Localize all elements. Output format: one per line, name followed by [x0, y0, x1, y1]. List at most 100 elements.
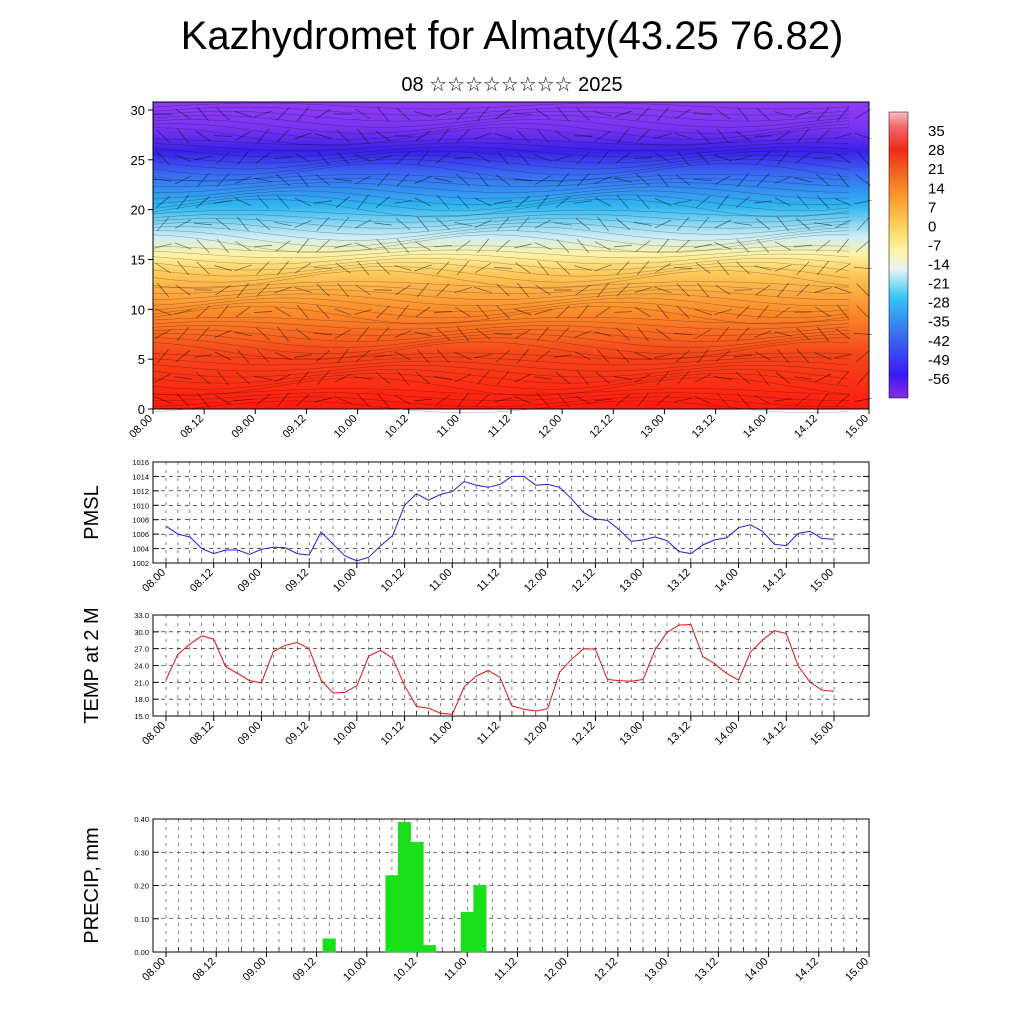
wind-barb [335, 262, 351, 274]
wind-barb [734, 222, 752, 226]
wind-barb [695, 329, 711, 339]
precip-x-tick-label: 10.12 [391, 956, 419, 984]
wind-barb [237, 282, 249, 298]
wind-barb [736, 261, 750, 275]
wind-barb [454, 221, 472, 227]
wind-barb [816, 260, 830, 276]
wind-barb [496, 217, 510, 231]
precip-x-tick-label: 11.12 [492, 956, 519, 983]
wind-barb [375, 130, 391, 142]
wind-barb [417, 282, 429, 298]
wind-barb [756, 238, 770, 254]
wind-barb [536, 326, 550, 342]
wind-barb [434, 177, 452, 183]
contour-line [152, 392, 850, 401]
wind-barb [354, 376, 372, 380]
wind-barb [856, 217, 870, 231]
wind-barb [496, 305, 510, 319]
temp-x-tick-label: 08.12 [188, 720, 216, 748]
precip-frame [152, 818, 870, 953]
wind-barb [177, 128, 189, 144]
wind-barb [274, 286, 292, 294]
wind-barb [675, 109, 691, 119]
wind-barb [234, 110, 252, 118]
wind-barb [816, 107, 830, 121]
wind-barb [417, 216, 429, 232]
wind-barb [356, 326, 370, 342]
wind-barb [335, 196, 351, 208]
wind-barb [655, 263, 671, 273]
wind-barb [475, 153, 491, 163]
contour-line [152, 285, 850, 294]
pmsl-ylabel: PMSL [81, 485, 103, 539]
wind-barb [815, 306, 831, 318]
wind-barb [334, 396, 352, 404]
temp-x-tick-label: 14.12 [760, 720, 788, 748]
temp-x-tick-label: 11.00 [427, 720, 454, 747]
wind-barb [513, 178, 533, 182]
wind-barb [696, 216, 710, 232]
wind-barb [694, 373, 712, 383]
wind-barb [475, 328, 491, 340]
wind-barb [217, 304, 229, 320]
contour-line [152, 270, 850, 289]
wind-barb [514, 396, 532, 404]
wind-barb [656, 371, 670, 385]
precip-x-tick-label: 10.00 [341, 956, 369, 984]
colorbar [888, 111, 909, 399]
wind-barb [577, 304, 589, 320]
wind-barb [535, 284, 551, 296]
wind-barb [754, 395, 772, 405]
pmsl-y-tick-label: 1002 [132, 559, 149, 568]
wind-barb [413, 398, 433, 402]
wind-barb [316, 217, 330, 231]
wind-barb [636, 107, 650, 121]
wind-barb [394, 351, 412, 361]
contour-line [152, 329, 850, 342]
wind-barb [296, 304, 310, 320]
temp-x-tick-label: 13.12 [665, 720, 693, 748]
wind-barb [395, 218, 411, 230]
wind-barb [634, 222, 652, 226]
wind-barb [394, 200, 412, 204]
wind-barb [556, 327, 570, 341]
wind-barb [196, 239, 210, 253]
wind-barb [735, 130, 751, 142]
wind-barb [415, 241, 431, 251]
wind-barb [175, 284, 191, 296]
wind-barb [256, 349, 270, 363]
contour-line [152, 373, 850, 390]
contour-line [152, 316, 850, 324]
wind-barb [574, 351, 592, 361]
wind-barb [813, 157, 833, 159]
contour-line [152, 115, 850, 128]
wind-barb [597, 150, 609, 166]
wind-barb [816, 195, 830, 209]
chart-title: Kazhydromet for Almaty(43.25 76.82) [180, 14, 844, 58]
contour-line [152, 377, 850, 396]
wind-barb [216, 173, 230, 187]
colorbar-label: -56 [928, 371, 950, 388]
wind-barb [275, 307, 291, 317]
wind-barb [676, 371, 690, 385]
wind-barb [376, 172, 390, 188]
temp-x-tick-label: 09.00 [236, 720, 264, 748]
wind-barb [736, 239, 750, 253]
wind-barb [434, 110, 452, 118]
wind-barb [554, 155, 572, 161]
contour-line [152, 213, 850, 223]
wind-barb [294, 197, 312, 207]
wind-barb [235, 306, 251, 318]
wind-barb [274, 373, 292, 383]
wind-barb [774, 176, 792, 184]
contour-line [152, 230, 850, 247]
wind-barb [213, 135, 233, 137]
wind-barb [614, 376, 632, 380]
wind-barb [596, 348, 610, 364]
wind-barb [794, 110, 812, 118]
wind-barb [577, 370, 589, 386]
wind-barb [655, 393, 671, 407]
heatmap-x-tick-label: 11.12 [486, 413, 513, 440]
wind-barb [677, 150, 689, 166]
wind-barb [334, 178, 352, 182]
